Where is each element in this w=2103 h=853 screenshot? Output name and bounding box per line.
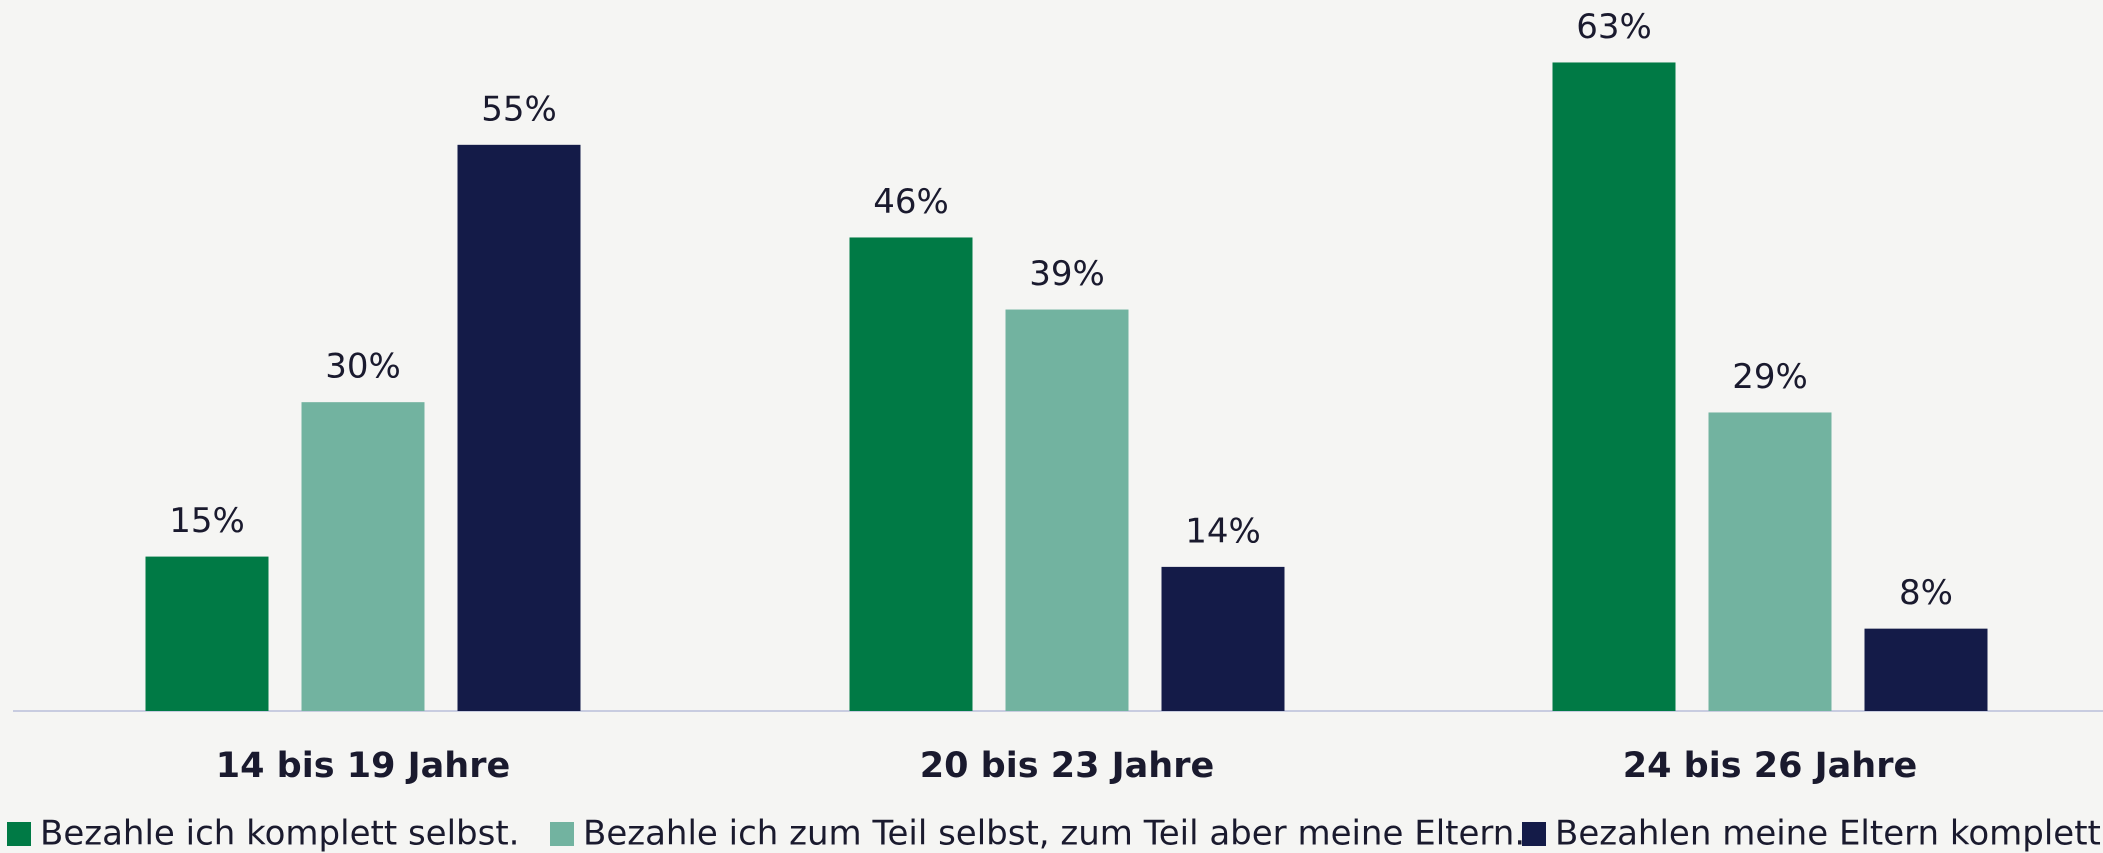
bar: [1864, 628, 1988, 711]
value-label: 55%: [481, 89, 557, 129]
value-label: 46%: [873, 182, 949, 222]
legend-swatch: [550, 822, 574, 846]
value-label: 29%: [1732, 357, 1808, 397]
value-label: 15%: [169, 501, 245, 541]
bar: [457, 144, 581, 711]
bar: [1161, 566, 1285, 711]
value-label: 14%: [1185, 511, 1261, 551]
bar: [1552, 62, 1676, 712]
legend-swatch: [1522, 822, 1546, 846]
x-tick-label: 20 bis 23 Jahre: [920, 746, 1214, 786]
legend-label: Bezahle ich zum Teil selbst, zum Teil ab…: [583, 814, 1525, 853]
legend-swatch: [7, 822, 31, 846]
legend-label: Bezahle ich komplett selbst.: [40, 814, 519, 853]
bar: [145, 556, 269, 711]
bar: [301, 402, 425, 711]
x-tick-label: 14 bis 19 Jahre: [216, 746, 510, 786]
value-label: 39%: [1029, 254, 1105, 294]
value-label: 8%: [1899, 573, 1953, 613]
x-tick-label: 24 bis 26 Jahre: [1623, 746, 1917, 786]
bar: [1708, 412, 1832, 711]
legend-label: Bezahlen meine Eltern komplett.: [1555, 814, 2103, 853]
bar: [1005, 309, 1129, 711]
value-label: 30%: [325, 347, 401, 387]
bar: [849, 237, 973, 711]
value-label: 63%: [1576, 7, 1652, 47]
